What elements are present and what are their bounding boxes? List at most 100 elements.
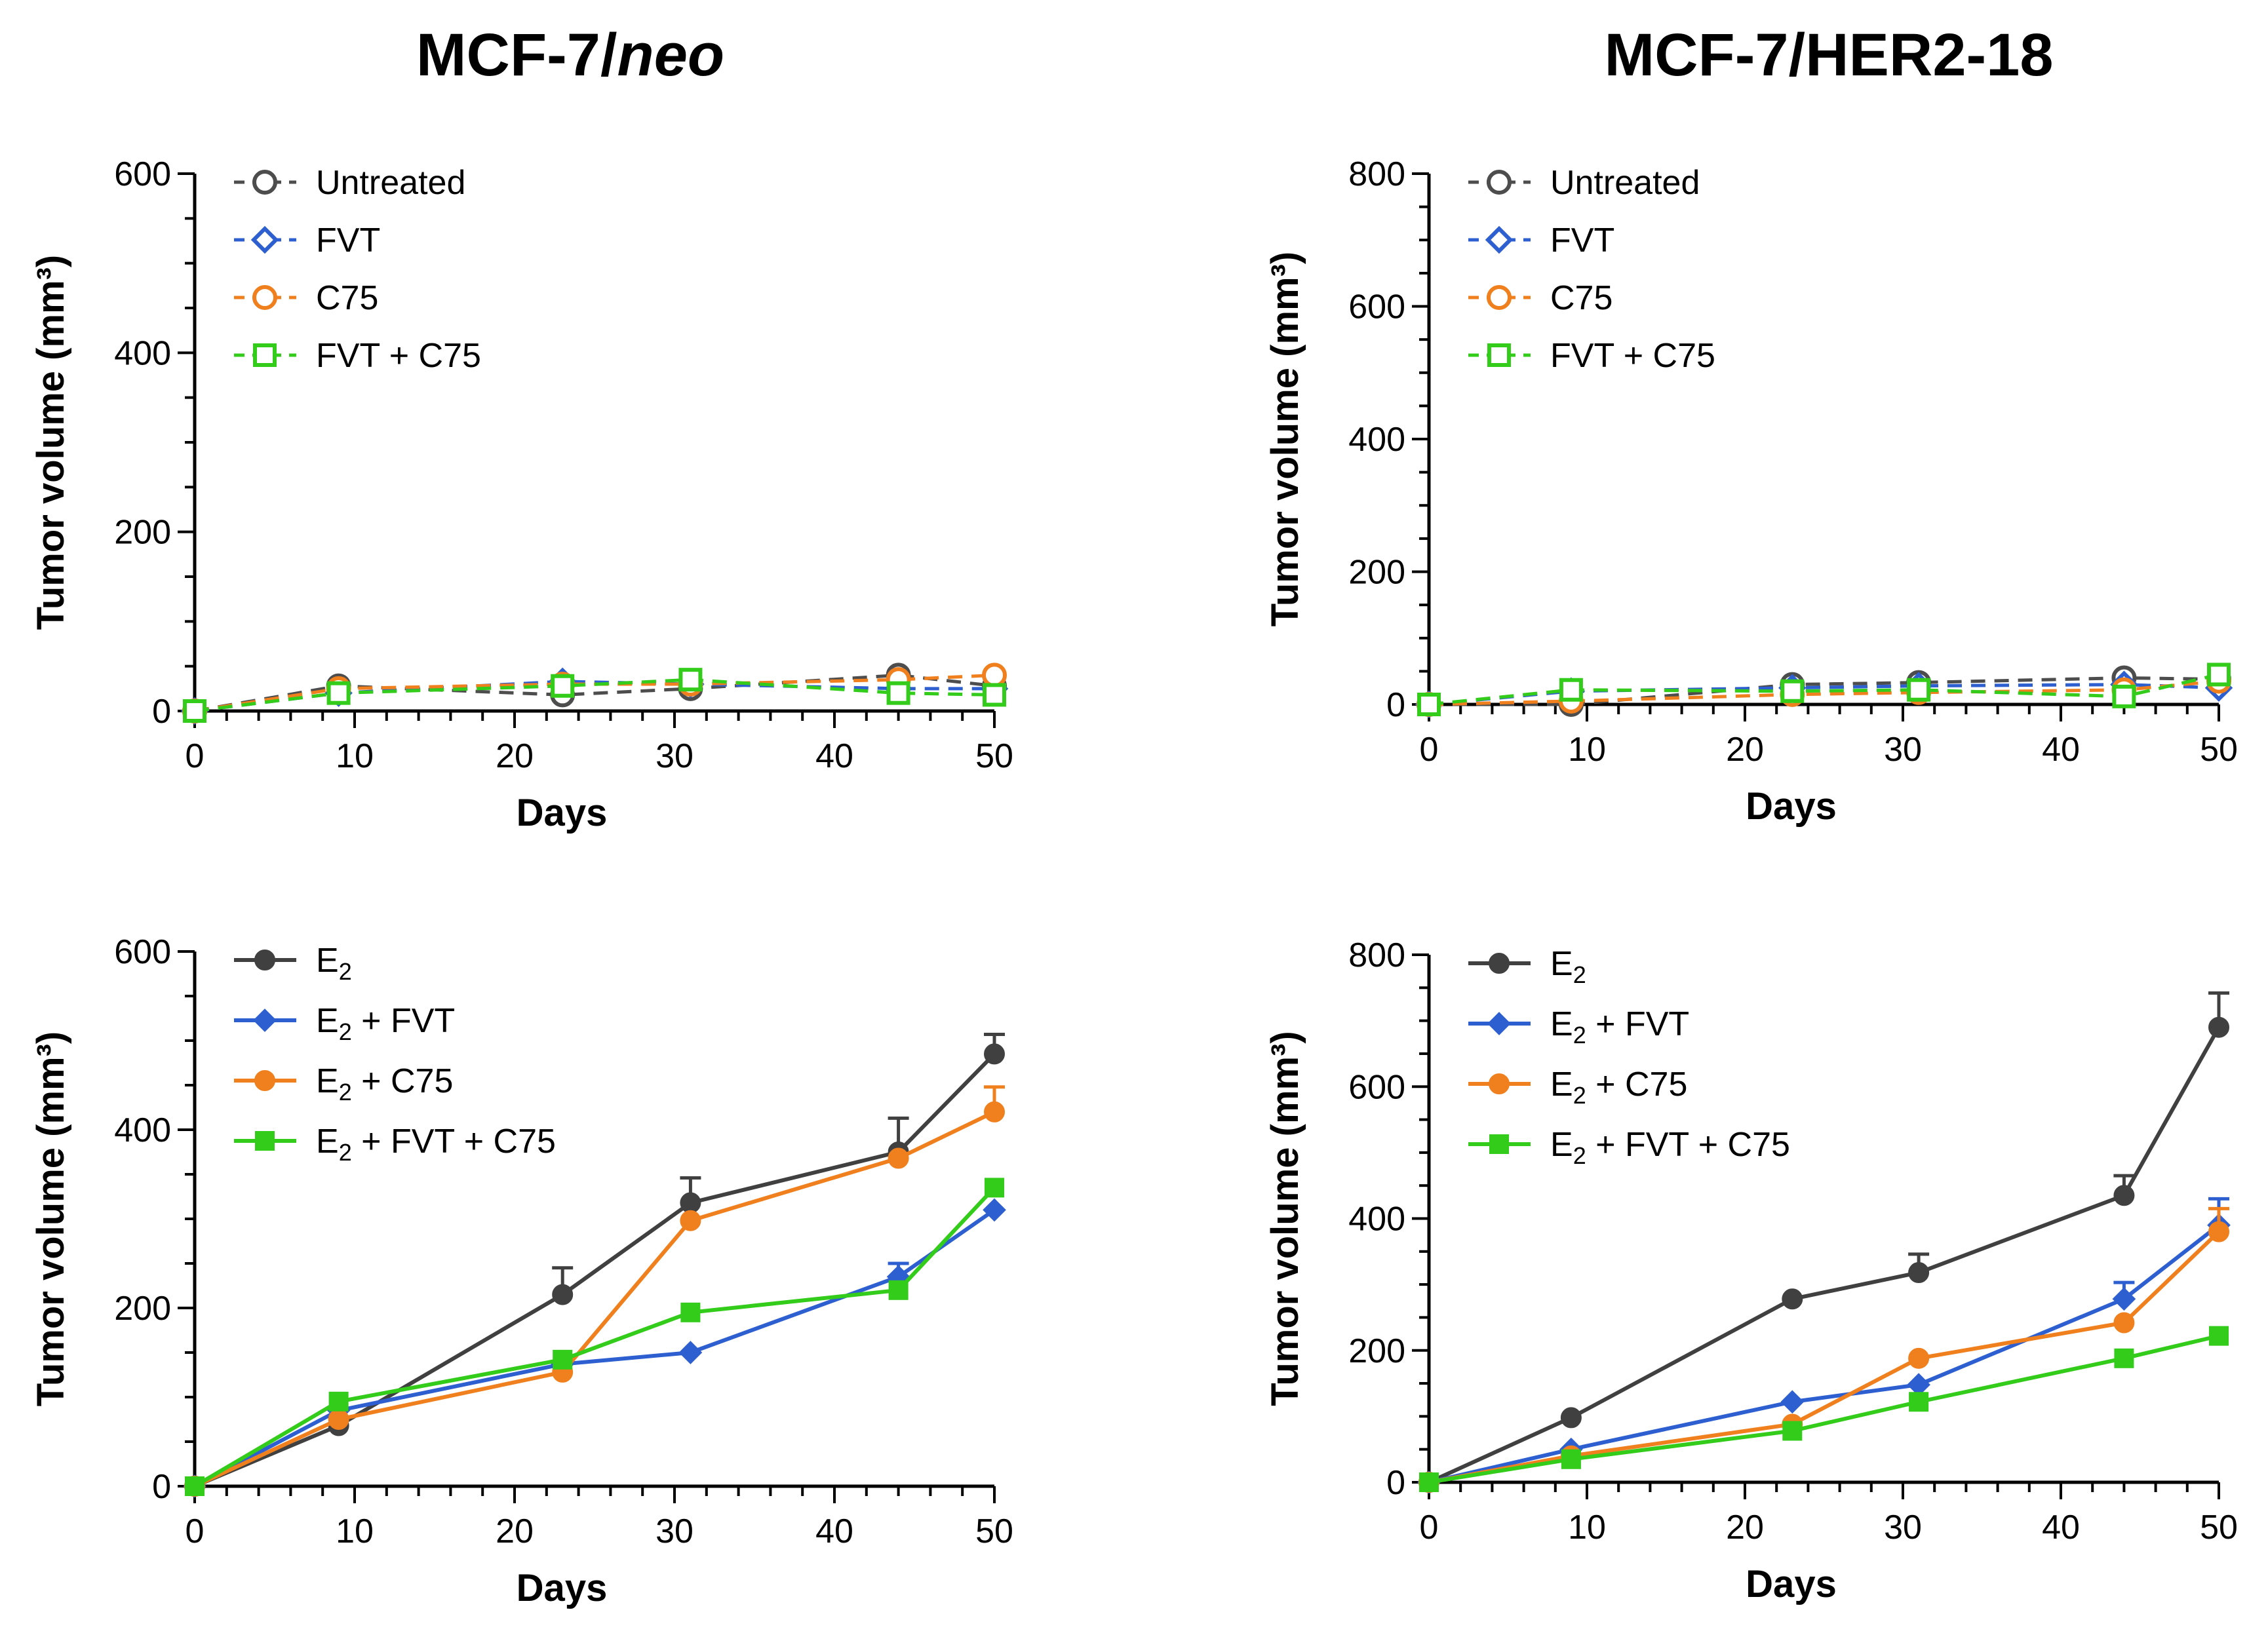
legend-label: Untreated (1550, 164, 1700, 202)
legend-item: E2 (234, 942, 352, 985)
legend-item: Untreated (1468, 164, 1700, 202)
x-axis-label: Days (1746, 785, 1837, 828)
series-fvt (1415, 670, 2233, 719)
legend-swatch-marker (254, 1070, 275, 1091)
chart-neo-e2-groups: 0 200 400 600 0 10 20 30 40 50 Days Tumor volume (m… (29, 933, 1013, 1609)
series-line (1428, 1230, 2221, 1484)
data-point (1417, 693, 1441, 716)
data-point (680, 1210, 701, 1231)
y-tick-label: 400 (1348, 421, 1405, 459)
y-tick-label: 600 (1348, 288, 1405, 326)
legend-item: E2 + C75 (1468, 1066, 1687, 1109)
legend-item: E2 + FVT + C75 (1468, 1126, 1790, 1169)
x-tick-label: 20 (496, 1512, 534, 1550)
series-untreated (1417, 665, 2231, 717)
series-fvt-c75 (183, 668, 1006, 723)
y-tick-label: 200 (114, 514, 171, 552)
data-point (2112, 1287, 2136, 1311)
y-tick-label: 200 (1348, 554, 1405, 592)
x-tick-label: 10 (1568, 1508, 1606, 1547)
legend-item: E2 + FVT (234, 1002, 455, 1045)
series-line (193, 1110, 996, 1488)
y-tick-label: 0 (1386, 1464, 1405, 1502)
legend-swatch-marker (1487, 1012, 1511, 1035)
x-tick-label: 0 (186, 737, 205, 775)
chart-her2-e2-groups: 0 200 400 600 800 0 10 20 30 40 50 Days Tumor volume… (1264, 936, 2238, 1605)
y-tick-label: 400 (114, 334, 171, 372)
series-e2-fvt (1417, 1197, 2231, 1494)
legend-item: C75 (1468, 279, 1613, 317)
data-point (2114, 1348, 2134, 1368)
legend-label: C75 (316, 279, 378, 317)
x-tick-label: 10 (1568, 731, 1606, 769)
x-tick-label: 40 (815, 1512, 853, 1550)
legend-item: FVT + C75 (234, 337, 481, 375)
data-point (1907, 1373, 1930, 1396)
data-point (2209, 1326, 2229, 1346)
data-point (680, 1192, 701, 1214)
x-tick-label: 40 (2042, 731, 2080, 769)
series-e2 (1418, 991, 2229, 1493)
data-point (2208, 1221, 2229, 1242)
series-line (1428, 1334, 2219, 1484)
legend-label: E2 + FVT (1550, 1005, 1689, 1048)
data-point (328, 1409, 349, 1430)
title-mcf7-neo: MCF-7/neo (416, 22, 724, 88)
data-point (1419, 1472, 1439, 1492)
x-tick-label: 0 (1420, 1508, 1439, 1547)
series-e2-fvt-c75 (185, 1178, 1004, 1496)
x-tick-label: 50 (975, 1512, 1013, 1550)
data-point (888, 1147, 909, 1169)
legend-swatch-marker (255, 1131, 275, 1151)
data-point (678, 668, 703, 692)
series-line (194, 678, 995, 713)
data-point (2112, 684, 2136, 708)
x-tick-label: 30 (1884, 731, 1922, 769)
data-point (1780, 1390, 1805, 1414)
series-e2-fvt-c75 (1419, 1326, 2229, 1492)
x-axis-label: Days (1746, 1563, 1837, 1605)
legend-label: E2 (1550, 945, 1586, 988)
legend-swatch-marker (1487, 170, 1512, 195)
data-point (984, 1043, 1005, 1065)
legend-label: C75 (1550, 279, 1613, 317)
legend-label: FVT (316, 221, 380, 259)
y-tick-label: 0 (1386, 686, 1405, 724)
legend: Untreated FVT C75 FVT + C75 (1468, 164, 1715, 375)
x-tick-label: 10 (336, 1512, 374, 1550)
data-point (983, 1198, 1006, 1222)
legend-item: C75 (234, 279, 378, 317)
series-fvt (180, 667, 1009, 725)
y-tick-label: 400 (114, 1111, 171, 1149)
legend-item: Untreated (234, 164, 465, 202)
series-fvt-c75 (1417, 663, 2231, 716)
data-point (1909, 1392, 1929, 1412)
data-point (985, 1178, 1004, 1198)
legend-swatch-marker (254, 950, 275, 970)
data-point (1561, 1449, 1581, 1469)
data-point (1560, 1407, 1582, 1429)
series-c75 (1417, 668, 2231, 717)
data-point (983, 683, 1006, 707)
data-point (1908, 1262, 1930, 1284)
data-point (984, 1101, 1005, 1123)
x-axis-label: Days (517, 1567, 608, 1609)
x-tick-label: 30 (655, 1512, 694, 1550)
x-tick-label: 30 (1884, 1508, 1922, 1547)
legend-swatch-marker (252, 285, 277, 310)
legend-item: FVT + C75 (1468, 337, 1715, 375)
x-axis-label: Days (517, 792, 608, 834)
legend-swatch-marker (1489, 1073, 1510, 1094)
legend-swatch-marker (1487, 343, 1511, 367)
data-point (1908, 1347, 1930, 1369)
legend-swatch-marker (253, 343, 277, 367)
data-point (2113, 1312, 2135, 1334)
legend-label: E2 + C75 (316, 1062, 453, 1105)
legend-item: E2 + FVT (1468, 1005, 1689, 1048)
y-axis-label: Tumor volume (mm³) (29, 255, 72, 630)
y-tick-label: 400 (1348, 1201, 1405, 1239)
x-tick-label: 40 (2042, 1508, 2080, 1547)
data-point (2207, 663, 2231, 687)
series-line (1428, 680, 2219, 706)
data-point (886, 681, 910, 705)
